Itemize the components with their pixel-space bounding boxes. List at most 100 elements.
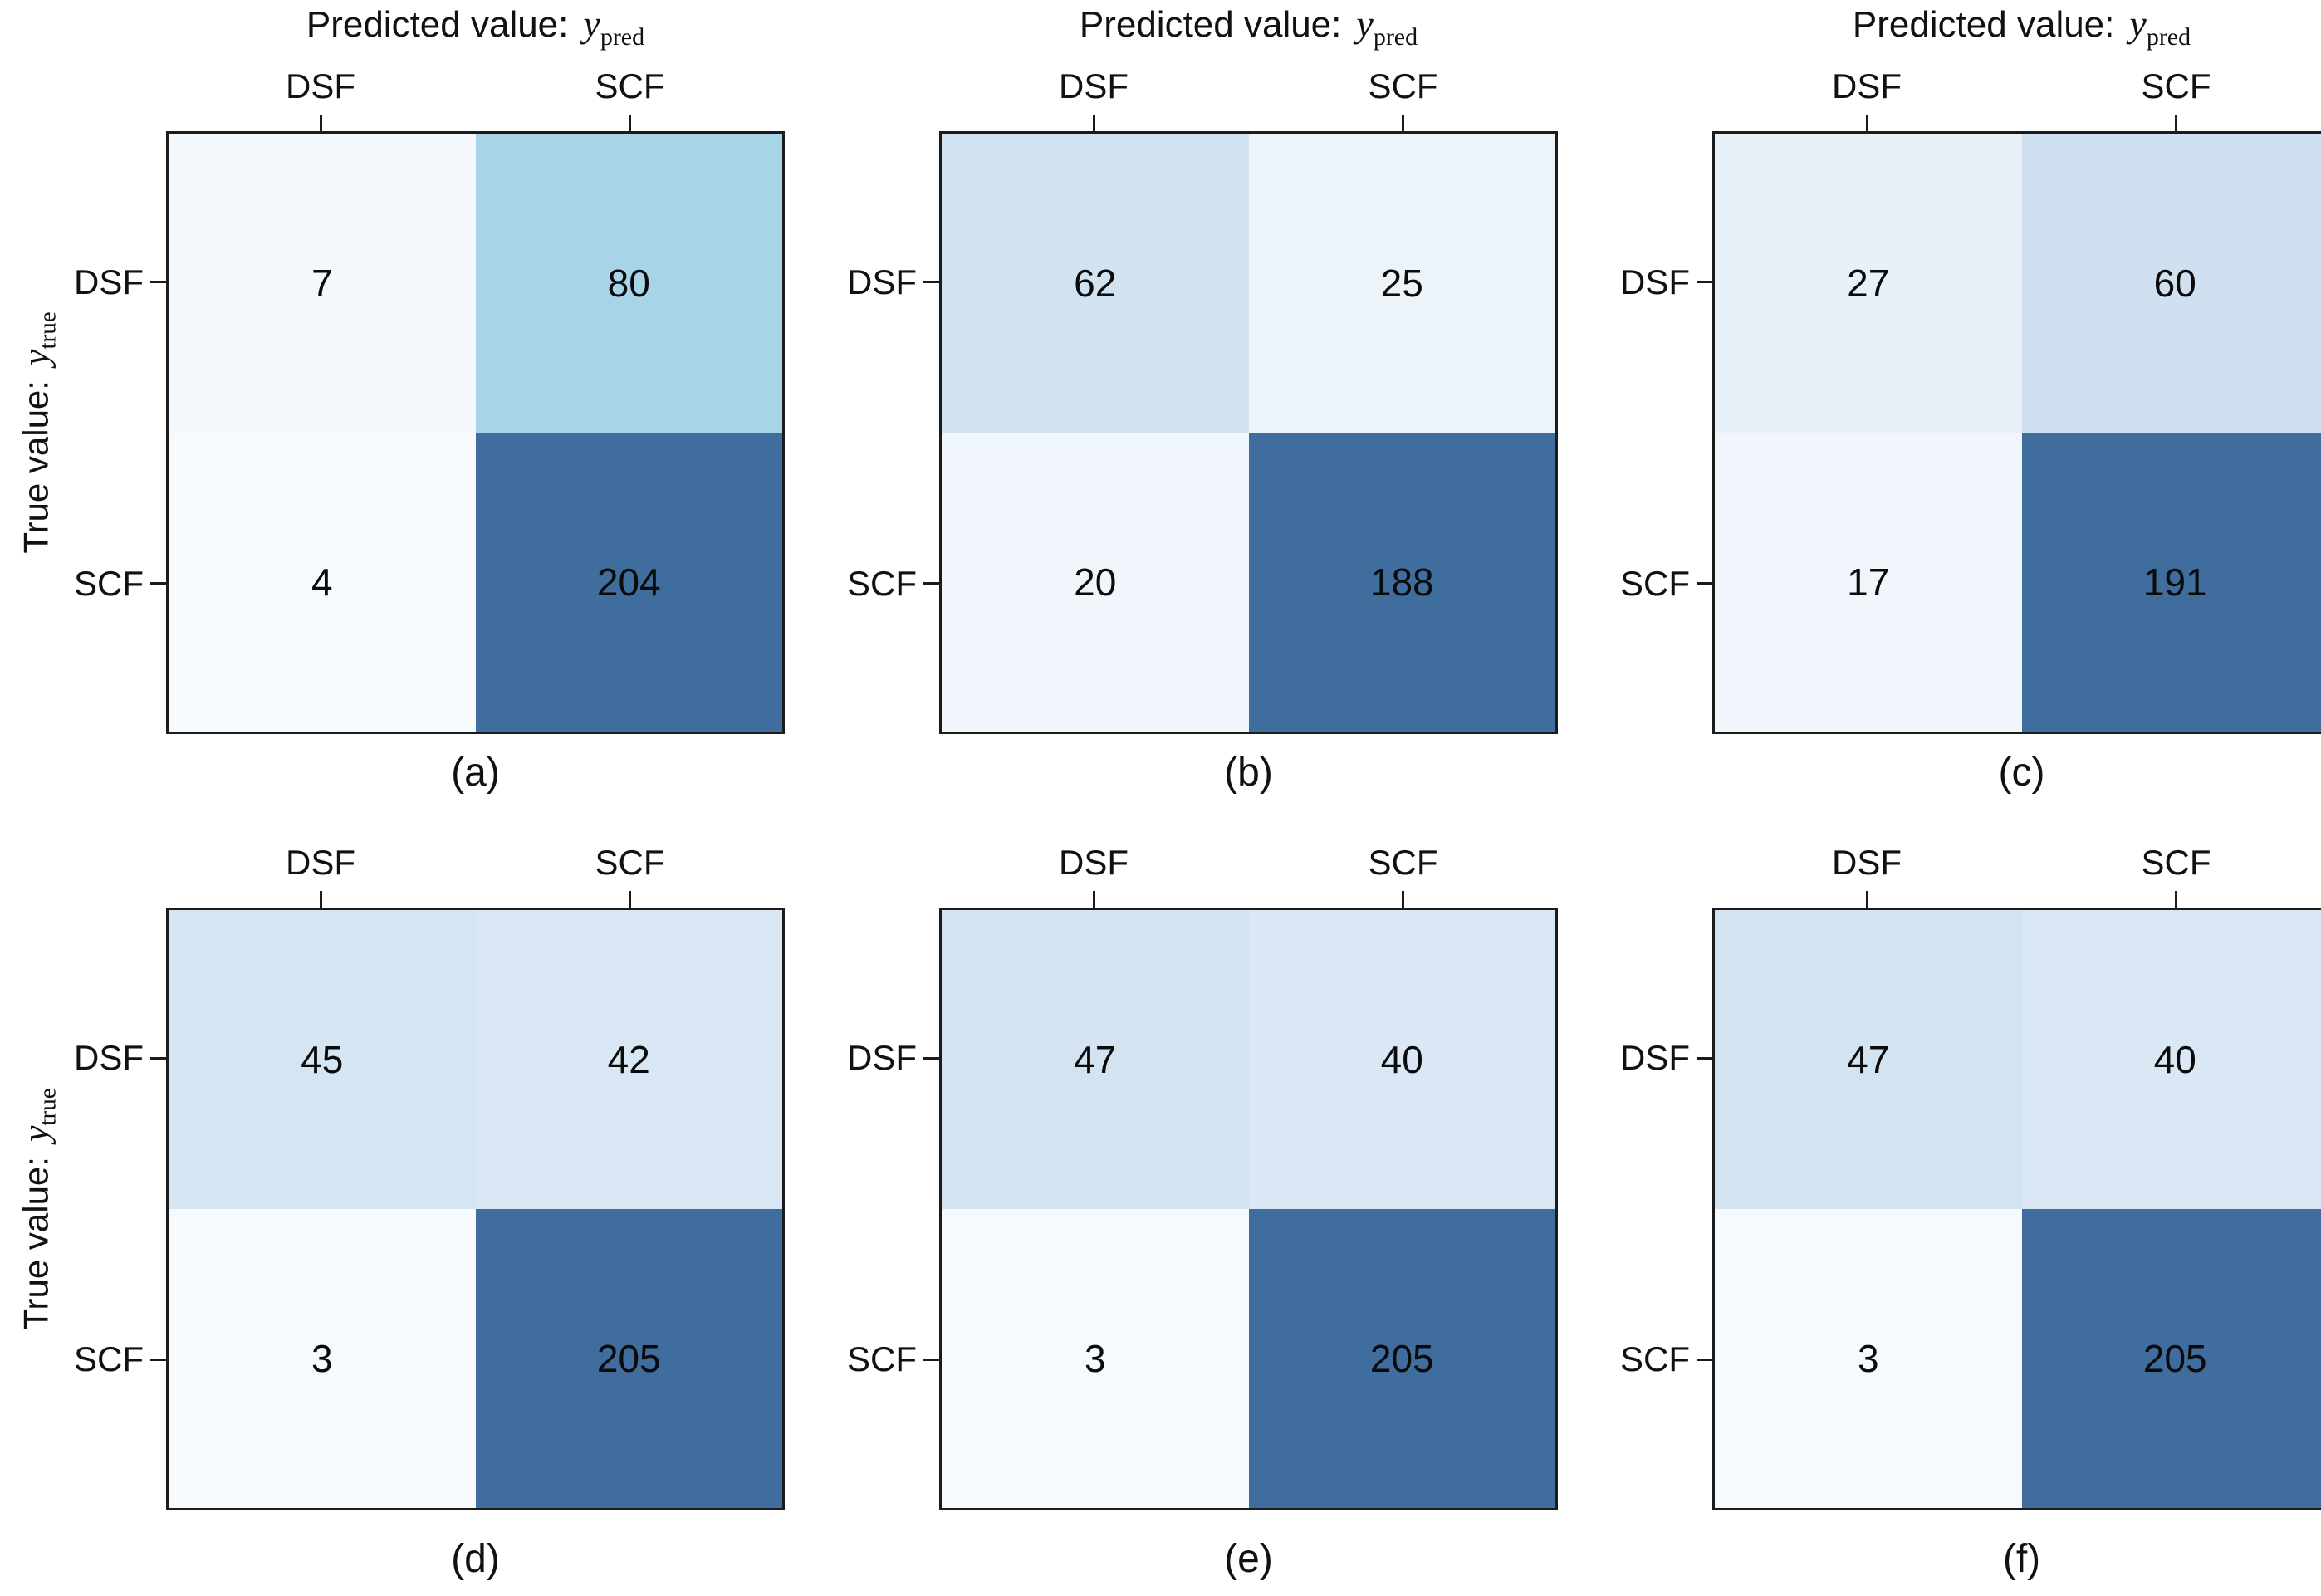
matrix-cell: 188 — [1248, 433, 1555, 732]
math-y: y — [15, 1125, 56, 1143]
figure-top-row: True value:ytrue Predicted value: ypred D… — [0, 0, 2321, 824]
row-label-scf: SCF — [847, 1339, 917, 1378]
panel-caption: (a) — [451, 751, 500, 795]
row-label-scf: SCF — [1620, 564, 1690, 603]
y-axis-title-prefix: True value: — [16, 380, 56, 554]
tick-mark — [923, 281, 939, 283]
math-y: y — [583, 2, 600, 45]
tick-mark — [1093, 115, 1095, 131]
row-label-dsf: DSF — [1620, 262, 1690, 301]
row-label-scf: SCF — [847, 564, 917, 603]
matrix-cell: 205 — [475, 1209, 782, 1508]
x-axis-title: Predicted value: ypred — [166, 2, 785, 51]
tick-mark — [1866, 115, 1868, 131]
tick-mark — [150, 582, 166, 585]
math-y: y — [15, 349, 56, 366]
matrix-cell: 17 — [1715, 433, 2022, 732]
confusion-matrix-d: 45 42 3 205 — [166, 908, 785, 1510]
matrix-cell: 191 — [2021, 433, 2321, 732]
tick-mark — [320, 891, 322, 908]
matrix-cell: 205 — [2021, 1209, 2321, 1508]
tick-mark — [1697, 281, 1712, 283]
panel-f: DSF SCF DSF SCF 47 40 3 205 (f) — [1546, 824, 2321, 1596]
col-label-dsf: DSF — [286, 843, 355, 882]
tick-mark — [150, 1359, 166, 1361]
matrix-cell: 3 — [1715, 1209, 2022, 1508]
matrix-cell: 47 — [1715, 910, 2022, 1209]
math-y: y — [1356, 2, 1374, 45]
col-label-scf: SCF — [2141, 843, 2211, 882]
matrix-cell: 80 — [475, 134, 782, 433]
matrix-cell: 45 — [169, 910, 476, 1209]
panel-c: Predicted value: ypred DSF SCF DSF SCF 27… — [1546, 0, 2321, 824]
row-label-dsf: DSF — [74, 262, 144, 301]
math-sub-true: true — [34, 311, 61, 350]
matrix-cell: 3 — [169, 1209, 476, 1508]
y-axis-title-prefix: True value: — [16, 1157, 56, 1330]
panel-caption: (d) — [451, 1537, 500, 1581]
tick-mark — [2175, 115, 2177, 131]
math-y: y — [2129, 2, 2147, 45]
x-axis-math: ypred — [1356, 2, 1418, 51]
matrix-cell: 40 — [2021, 910, 2321, 1209]
panel-caption: (e) — [1224, 1537, 1273, 1581]
tick-mark — [320, 115, 322, 131]
matrix-cell: 27 — [1715, 134, 2022, 433]
panel-d: True value: ytrue DSF SCF DSF SCF 45 42 3… — [0, 824, 785, 1596]
tick-mark — [1697, 582, 1712, 585]
col-label-dsf: DSF — [286, 66, 355, 105]
col-label-dsf: DSF — [1832, 66, 1902, 105]
y-axis-math: ytrue — [15, 311, 61, 366]
tick-mark — [2175, 891, 2177, 908]
x-axis-title-prefix: Predicted value: — [1079, 4, 1342, 45]
row-label-dsf: DSF — [847, 262, 917, 301]
matrix-cell: 40 — [1248, 910, 1555, 1209]
tick-mark — [923, 1057, 939, 1060]
x-axis-title-prefix: Predicted value: — [1852, 4, 2115, 45]
row-label-scf: SCF — [74, 564, 144, 603]
tick-mark — [150, 281, 166, 283]
tick-mark — [629, 115, 631, 131]
math-sub-true: true — [34, 1088, 61, 1126]
y-axis-title-text: True value: ytrue — [14, 1088, 61, 1329]
matrix-cell: 205 — [1248, 1209, 1555, 1508]
row-label-dsf: DSF — [74, 1038, 144, 1077]
matrix-cell: 25 — [1248, 134, 1555, 433]
panel-caption: (c) — [1998, 751, 2045, 795]
panel-b: Predicted value: ypred DSF SCF DSF SCF 62… — [773, 0, 1558, 824]
tick-mark — [1402, 891, 1404, 908]
tick-mark — [1093, 891, 1095, 908]
tick-mark — [1402, 115, 1404, 131]
x-axis-title-prefix: Predicted value: — [306, 4, 569, 45]
matrix-cell: 3 — [942, 1209, 1249, 1508]
col-label-dsf: DSF — [1059, 66, 1129, 105]
matrix-cell: 60 — [2021, 134, 2321, 433]
math-sub-pred: pred — [1373, 22, 1418, 51]
confusion-matrix-e: 47 40 3 205 — [939, 908, 1558, 1510]
math-sub-pred: pred — [2146, 22, 2191, 51]
matrix-cell: 47 — [942, 910, 1249, 1209]
tick-mark — [629, 891, 631, 908]
y-axis-title-text: True value: ytrue — [14, 311, 61, 553]
col-label-scf: SCF — [595, 843, 665, 882]
col-label-dsf: DSF — [1059, 843, 1129, 882]
confusion-matrix-c: 27 60 17 191 — [1712, 131, 2321, 734]
x-axis-math: ypred — [2129, 2, 2191, 51]
figure-bottom-row: True value: ytrue DSF SCF DSF SCF 45 42 3… — [0, 824, 2321, 1596]
y-axis-math: ytrue — [15, 1088, 61, 1143]
matrix-cell: 42 — [475, 910, 782, 1209]
tick-mark — [1697, 1057, 1712, 1060]
tick-mark — [923, 1359, 939, 1361]
panel-a: True value:ytrue Predicted value: ypred D… — [0, 0, 785, 824]
panel-caption: (b) — [1224, 751, 1273, 795]
x-axis-math: ypred — [583, 2, 644, 51]
confusion-matrix-a: 7 80 4 204 — [166, 131, 785, 734]
confusion-matrix-b: 62 25 20 188 — [939, 131, 1558, 734]
col-label-scf: SCF — [1368, 843, 1438, 882]
matrix-cell: 20 — [942, 433, 1249, 732]
row-label-scf: SCF — [1620, 1339, 1690, 1378]
x-axis-title: Predicted value: ypred — [1712, 2, 2321, 51]
row-label-dsf: DSF — [847, 1038, 917, 1077]
matrix-cell: 7 — [169, 134, 476, 433]
col-label-scf: SCF — [1368, 66, 1438, 105]
